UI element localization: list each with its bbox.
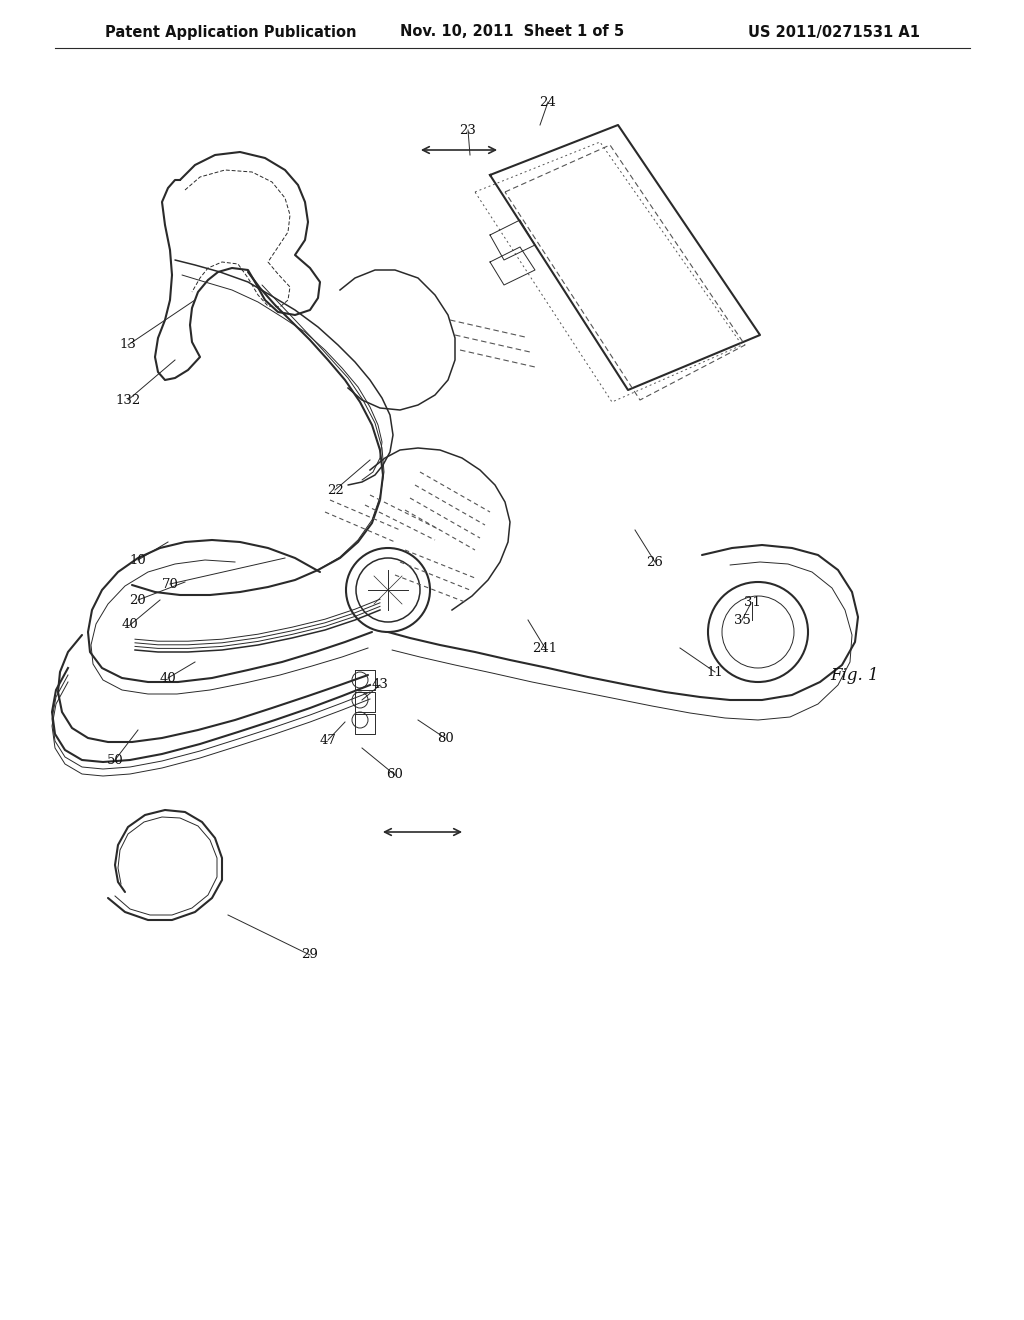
Text: 43: 43 (372, 678, 388, 692)
Text: 60: 60 (387, 768, 403, 781)
Text: Patent Application Publication: Patent Application Publication (105, 25, 356, 40)
Text: 20: 20 (130, 594, 146, 606)
Text: 23: 23 (460, 124, 476, 136)
Text: Fig. 1: Fig. 1 (830, 667, 879, 684)
Text: 80: 80 (436, 731, 454, 744)
Text: 29: 29 (301, 949, 318, 961)
Text: 22: 22 (327, 483, 343, 496)
Text: 13: 13 (120, 338, 136, 351)
Text: 40: 40 (160, 672, 176, 685)
Text: 31: 31 (743, 595, 761, 609)
Text: 11: 11 (707, 665, 723, 678)
Text: 50: 50 (106, 754, 123, 767)
Text: 40: 40 (122, 619, 138, 631)
Text: US 2011/0271531 A1: US 2011/0271531 A1 (748, 25, 920, 40)
Text: Nov. 10, 2011  Sheet 1 of 5: Nov. 10, 2011 Sheet 1 of 5 (400, 25, 624, 40)
Text: 26: 26 (646, 556, 664, 569)
Text: 241: 241 (532, 642, 557, 655)
Text: 35: 35 (733, 614, 751, 627)
Text: 47: 47 (319, 734, 337, 747)
Text: 10: 10 (130, 553, 146, 566)
Text: 70: 70 (162, 578, 178, 590)
Text: 132: 132 (116, 393, 140, 407)
Text: 24: 24 (540, 95, 556, 108)
